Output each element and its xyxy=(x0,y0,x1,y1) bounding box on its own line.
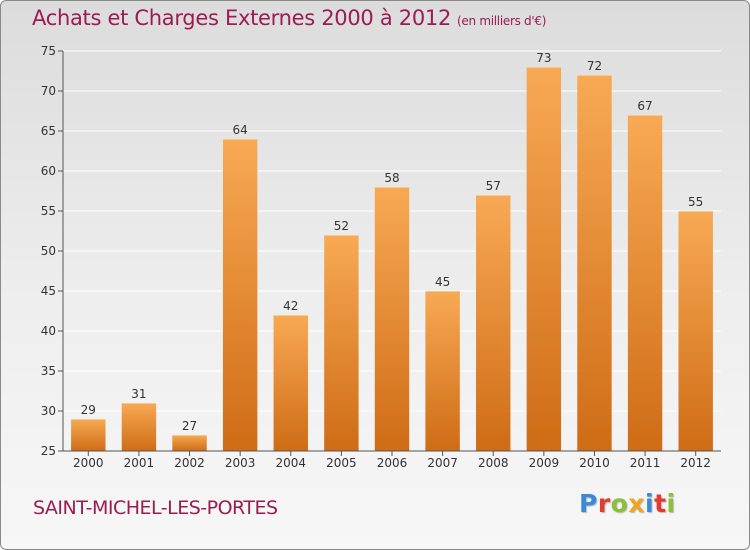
bars xyxy=(71,67,713,451)
bar-2004 xyxy=(273,315,308,451)
axes: 25 30 35 40 45 50 55 60 65 70 75 2000 2001 2002 2003 20… xyxy=(41,44,721,470)
data-label-2008: 57 xyxy=(486,179,501,193)
y-tick-label: 55 xyxy=(41,204,56,218)
x-tick-label: 2010 xyxy=(579,456,610,470)
commune-name: SAINT-MICHEL-LES-PORTES xyxy=(33,497,278,519)
data-label-2009: 73 xyxy=(536,51,551,65)
y-tick-label: 35 xyxy=(41,364,56,378)
bar-2008 xyxy=(476,195,511,451)
bar-2005 xyxy=(324,235,359,451)
logo-letter: o xyxy=(610,489,629,518)
bar-2011 xyxy=(627,115,663,451)
logo-letter: r xyxy=(597,489,611,518)
data-label-2006: 58 xyxy=(384,171,399,185)
x-tick-label: 2009 xyxy=(529,456,560,470)
bar-2003 xyxy=(222,139,258,451)
bar-2002 xyxy=(172,435,207,451)
x-tick-label: 2003 xyxy=(225,456,256,470)
data-label-2000: 29 xyxy=(81,403,96,417)
y-tick-label: 40 xyxy=(41,324,56,338)
data-label-2011: 67 xyxy=(637,99,652,113)
data-label-2001: 31 xyxy=(131,387,146,401)
logo-letter: x xyxy=(628,489,645,518)
bar-2012 xyxy=(678,211,713,451)
bar-2001 xyxy=(121,403,157,451)
proxiti-logo[interactable]: Proxiti xyxy=(579,489,676,518)
bar-2000 xyxy=(71,419,106,451)
bar-2006 xyxy=(374,187,410,451)
x-tick-label: 2005 xyxy=(326,456,357,470)
data-labels: 29 31 27 64 42 52 58 45 57 73 72 67 55 xyxy=(81,51,704,433)
logo-letter: i xyxy=(666,489,676,518)
data-label-2004: 42 xyxy=(283,299,298,313)
y-tick-label: 50 xyxy=(41,244,56,258)
logo-letter: i xyxy=(645,489,655,518)
title-text: Achats et Charges Externes 2000 à 2012 xyxy=(32,6,452,30)
y-tick-label: 25 xyxy=(41,444,56,458)
bar-2010 xyxy=(577,75,612,451)
y-tick-label: 60 xyxy=(41,164,56,178)
x-tick-label: 2001 xyxy=(124,456,155,470)
data-label-2005: 52 xyxy=(334,219,349,233)
x-tick-label: 2008 xyxy=(478,456,509,470)
x-tick-label: 2006 xyxy=(377,456,408,470)
unit-label: (en milliers d'€) xyxy=(457,14,547,28)
x-tick-label: 2004 xyxy=(275,456,306,470)
data-label-2010: 72 xyxy=(587,59,602,73)
data-label-2002: 27 xyxy=(182,419,197,433)
y-tick-label: 65 xyxy=(41,124,56,138)
logo-letter: t xyxy=(654,489,667,518)
logo-letter: P xyxy=(579,489,598,518)
data-label-2012: 55 xyxy=(688,195,703,209)
bar-2009 xyxy=(526,67,562,451)
y-tick-label: 45 xyxy=(41,284,56,298)
bar-2007 xyxy=(425,291,460,451)
data-label-2007: 45 xyxy=(435,275,450,289)
data-label-2003: 64 xyxy=(233,123,248,137)
x-tick-label: 2002 xyxy=(174,456,205,470)
x-tick-label: 2012 xyxy=(680,456,711,470)
x-tick-label: 2011 xyxy=(630,456,661,470)
chart-title: Achats et Charges Externes 2000 à 2012 (e… xyxy=(32,6,546,30)
x-tick-label: 2000 xyxy=(73,456,104,470)
y-tick-label: 70 xyxy=(41,84,56,98)
x-tick-label: 2007 xyxy=(427,456,458,470)
y-tick-label: 30 xyxy=(41,404,56,418)
y-tick-label: 75 xyxy=(41,44,56,58)
